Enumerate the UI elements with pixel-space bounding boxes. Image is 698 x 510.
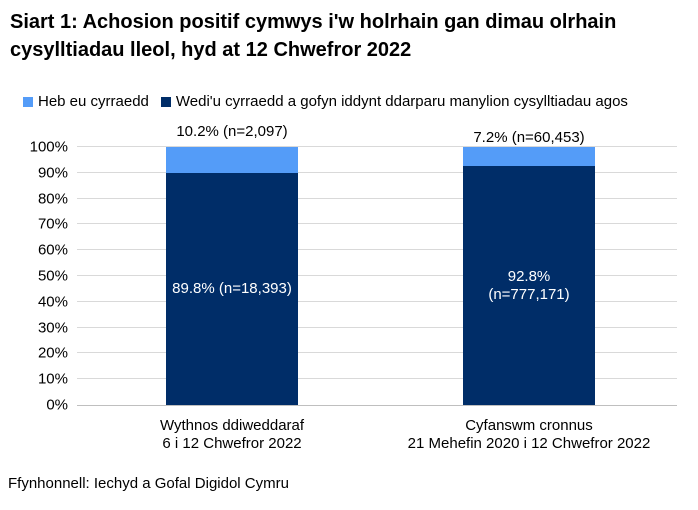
gridline (77, 197, 677, 199)
bar-segment-not-reached (463, 147, 595, 166)
gridline (77, 223, 677, 225)
legend-label-reached: Wedi'u cyrraedd a gofyn iddynt ddarparu … (175, 93, 628, 110)
y-axis: 0% 10% 20% 30% 40% 50% 60% 70% 80% 90% 100% (0, 139, 68, 414)
y-tick-label: 30% (37, 319, 68, 337)
bar-inside-label: 92.8% (n=777,171) (488, 268, 569, 304)
y-tick-label: 20% (37, 344, 68, 362)
x-axis-category-label-line: Wythnos ddiweddaraf (159, 417, 305, 434)
y-tick-label: 60% (37, 241, 68, 259)
legend-swatch-reached-icon (160, 96, 171, 107)
y-tick-label: 70% (37, 215, 68, 233)
y-tick-label: 0% (46, 396, 68, 414)
x-axis-category-label-line: 21 Mehefin 2020 i 12 Chwefror 2022 (407, 435, 651, 452)
legend: Heb eu cyrraedd Wedi'u cyrraedd a gofyn … (23, 93, 628, 110)
source-note: Ffynhonnell: Iechyd a Gofal Digidol Cymr… (8, 475, 289, 492)
bar-segment-not-reached (166, 147, 298, 173)
gridline (77, 171, 677, 173)
y-tick-label: 80% (37, 190, 68, 208)
x-axis-line (77, 405, 677, 406)
gridline (77, 249, 677, 251)
gridline (77, 326, 677, 328)
chart-title: Siart 1: Achosion positif cymwys i'w hol… (10, 11, 617, 61)
gridline (77, 352, 677, 354)
legend-swatch-not-reached-icon (23, 96, 33, 107)
gridline (77, 378, 677, 380)
x-axis-category-label: Cyfanswm cronnus 21 Mehefin 2020 i 12 Chw… (408, 417, 651, 453)
bar-top-label: 7.2% (n=60,453) (473, 129, 585, 146)
legend-label-not-reached: Heb eu cyrraedd (38, 93, 149, 110)
x-axis-category-label-line: Cyfanswm cronnus (465, 417, 593, 434)
bar-segment-reached (166, 173, 298, 405)
y-tick-label: 10% (37, 370, 68, 388)
gridline (77, 300, 677, 302)
bar-inside-label-line: 89.8% (n=18,393) (172, 280, 292, 297)
bar-inside-label-line: (n=777,171) (488, 285, 570, 303)
legend-item-not-reached: Heb eu cyrraedd (23, 93, 149, 110)
y-tick-label: 50% (37, 267, 68, 285)
bar-inside-label: 89.8% (n=18,393) (172, 280, 292, 298)
y-tick-label: 90% (37, 164, 68, 182)
plot-area: 10.2% (n=2,097) 89.8% (n=18,393) 7.2% (n=6… (77, 123, 677, 406)
gridline (77, 146, 677, 147)
y-tick-label: 100% (29, 138, 68, 156)
x-axis-category-label-line: 6 i 12 Chwefror 2022 (162, 435, 302, 452)
y-tick-label: 40% (37, 293, 68, 311)
gridline (77, 275, 677, 276)
bar-inside-label-line: 92.8% (507, 267, 551, 285)
x-axis-category-label: Wythnos ddiweddaraf 6 i 12 Chwefror 2022 (160, 417, 304, 453)
legend-item-reached: Wedi'u cyrraedd a gofyn iddynt ddarparu … (160, 93, 628, 110)
bar-segment-reached (463, 166, 595, 405)
bar-top-label: 10.2% (n=2,097) (176, 123, 288, 140)
